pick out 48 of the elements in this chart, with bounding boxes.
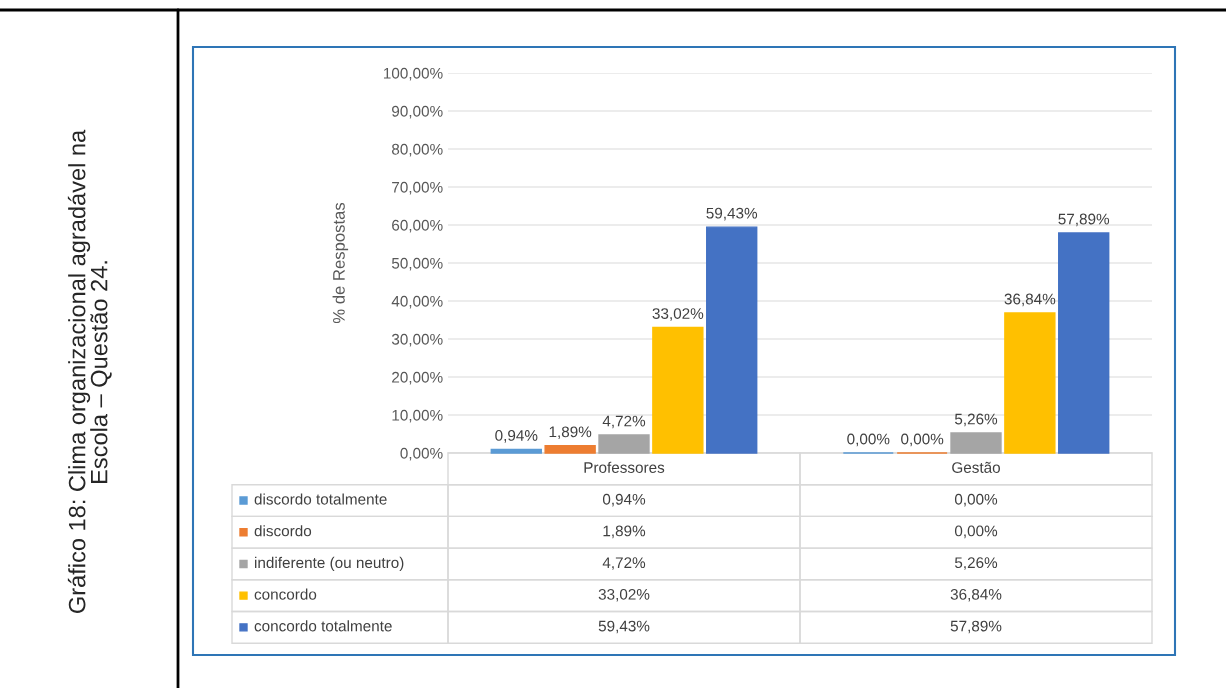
data-label: 36,84% xyxy=(950,588,1002,602)
text: 33,02% xyxy=(652,308,704,321)
data-label: 0,94% xyxy=(602,493,646,507)
text: 36,84% xyxy=(1004,293,1056,307)
bar xyxy=(1058,232,1110,454)
data-label: 57,89% xyxy=(950,620,1002,634)
bar xyxy=(544,445,596,454)
text: 0,00% xyxy=(901,433,944,447)
y-tick-label: 70,00% xyxy=(392,181,443,195)
data-label: 59,43% xyxy=(598,620,650,634)
bar xyxy=(652,326,704,454)
x-tick-label: Gestão xyxy=(952,461,1000,473)
y-tick-label: 0,00% xyxy=(400,447,443,461)
text: 4,72% xyxy=(602,415,646,429)
data-label: 0,00% xyxy=(954,493,998,507)
legend-label: discordo totalmente xyxy=(254,493,387,505)
text: 5,26% xyxy=(954,413,998,427)
y-tick-label: 20,00% xyxy=(392,371,443,385)
text: 0,00% xyxy=(847,433,890,447)
bar xyxy=(950,432,1002,454)
x-tick-label: Professores xyxy=(584,461,665,473)
data-label: 33,02% xyxy=(598,588,650,602)
data-label: 0,00% xyxy=(954,525,998,539)
bar xyxy=(490,448,542,454)
data-label: 5,26% xyxy=(954,557,998,570)
y-tick-label: 30,00% xyxy=(391,333,443,347)
bar xyxy=(706,226,758,454)
text: Gráfico 18: Clima organizacional agradável na Escola – Questão 24. xyxy=(67,129,112,613)
y-tick-label: 50,00% xyxy=(391,257,443,271)
legend-label: indiferente (ou neutro) xyxy=(255,556,404,572)
text: 57,89% xyxy=(1058,213,1110,227)
legend-label: concordo xyxy=(254,588,317,600)
y-tick-label: 40,00% xyxy=(391,295,443,309)
text: 0,94% xyxy=(495,430,538,443)
text: 59,43% xyxy=(706,207,758,221)
data-label: 4,72% xyxy=(602,557,646,570)
y-tick-label: 10,00% xyxy=(392,409,443,423)
y-tick-label: 100,00% xyxy=(383,67,443,81)
y-tick-label: 60,00% xyxy=(392,219,443,233)
text: 1,89% xyxy=(549,426,592,440)
legend-label: concordo totalmente xyxy=(254,620,392,632)
legend-label: discordo xyxy=(254,525,312,537)
y-tick-label: 90,00% xyxy=(392,105,443,119)
bar xyxy=(1004,312,1056,454)
bar xyxy=(598,434,650,454)
y-tick-label: 80,00% xyxy=(391,143,443,157)
data-label: 1,89% xyxy=(603,525,646,539)
y-axis-title: % de Respostas xyxy=(332,202,349,324)
